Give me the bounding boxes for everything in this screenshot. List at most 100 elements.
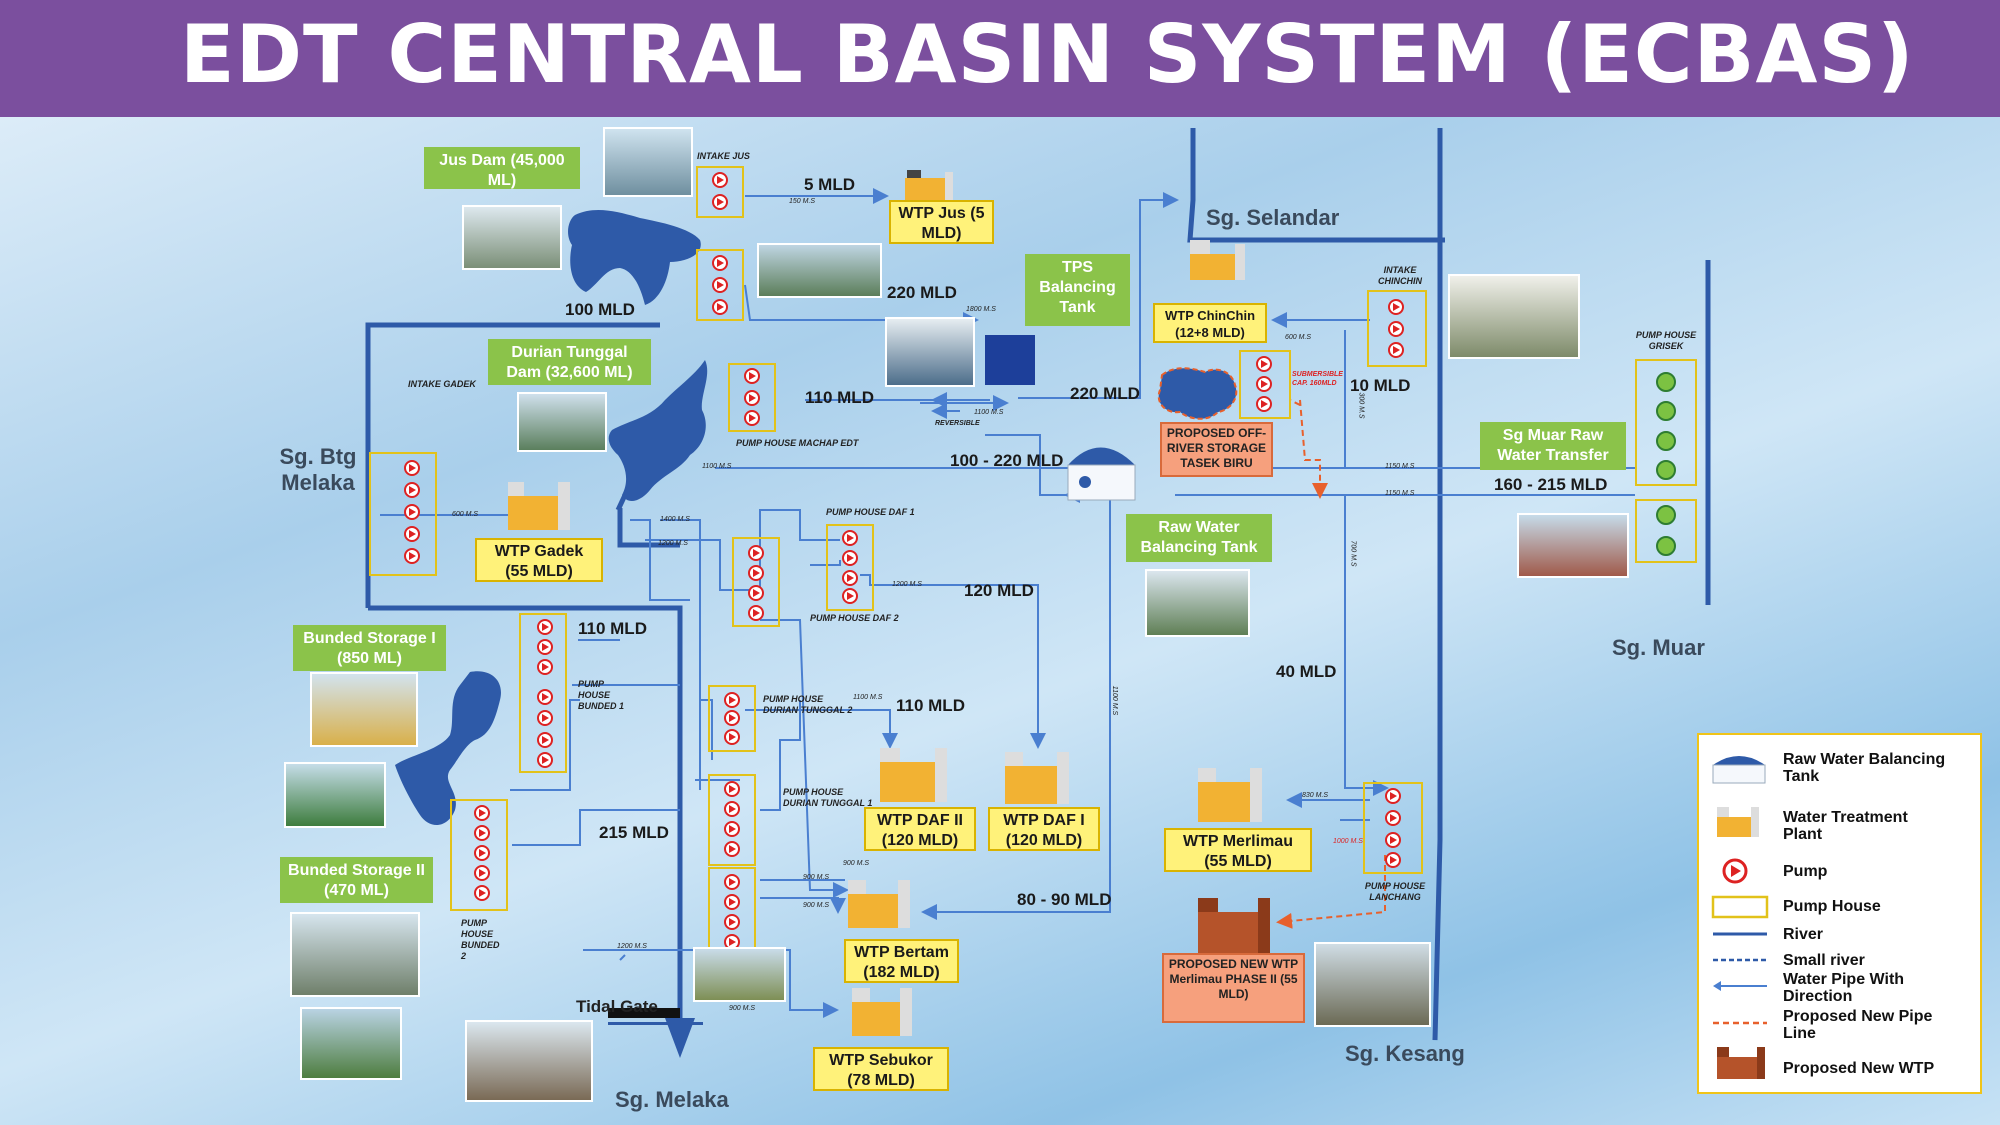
flow-220a: 220 MLD <box>887 283 957 302</box>
pipe-1150b: 1150 M.S <box>1385 490 1415 497</box>
label-intake-gadek: INTAKE GADEK <box>408 379 476 389</box>
box-wtp-chinchin: WTP ChinChin (12+8 MLD) <box>1153 303 1267 343</box>
pipes <box>380 188 1635 1018</box>
page-title: EDT CENTRAL BASIN SYSTEM (ECBAS) <box>180 8 1915 101</box>
label-ph-lanchang: PUMP HOUSE LANCHANG <box>1363 881 1427 903</box>
photo-kesang <box>1314 942 1431 1027</box>
label-ph-grisek-text: PUMP HOUSE GRISEK <box>1635 330 1697 351</box>
label-ph-daf2: PUMP HOUSE DAF 2 <box>810 613 899 623</box>
legend-proposed-wtp: Proposed New WTP <box>1783 1060 1935 1077</box>
label-ph-bunded1: PUMP HOUSE BUNDED 1 <box>578 679 638 712</box>
flow-110a: 110 MLD <box>805 388 874 407</box>
pipe-300: 300 M.S <box>1357 392 1365 419</box>
photo-jus-dam <box>462 205 562 270</box>
label-intake-chinchin-text: INTAKE CHINCHIN <box>1378 265 1422 286</box>
ph-jus-1 <box>696 166 744 218</box>
box-bunded1: Bunded Storage I (850 ML) <box>293 625 446 671</box>
box-muar-transfer: Sg Muar Raw Water Transfer <box>1480 422 1626 470</box>
photo-raw-tank <box>1145 569 1250 637</box>
flow-215: 215 MLD <box>599 823 669 842</box>
label-ph-grisek: PUMP HOUSE GRISEK <box>1634 330 1698 352</box>
label-sg-kesang: Sg. Kesang <box>1345 1041 1465 1066</box>
wtp-icons <box>508 170 1270 1036</box>
tidal-gate-line <box>608 1022 703 1025</box>
box-tps-tank: TPS Balancing Tank <box>1025 254 1130 326</box>
box-durian-dam: Durian Tunggal Dam (32,600 ML) <box>488 339 651 385</box>
photo-bunded1 <box>310 672 418 747</box>
label-sg-melaka: Sg. Melaka <box>615 1087 729 1112</box>
box-raw-tank: Raw Water Balancing Tank <box>1126 514 1272 562</box>
ph-bunded1 <box>519 613 567 773</box>
pipe-900a: 900 M.S <box>843 860 870 867</box>
raw-water-tank-icon <box>1067 447 1136 501</box>
pipe-1800: 1800 M.S <box>966 306 996 313</box>
bunded-storage-shape <box>395 671 501 826</box>
river-main <box>368 605 683 1045</box>
legend-proposed-pipe: Proposed New Pipe Line <box>1783 1008 1933 1042</box>
river-kesang <box>1432 128 1443 1041</box>
header-bar: EDT CENTRAL BASIN SYSTEM (ECBAS) <box>0 0 2000 117</box>
pipe-600a: 600 M.S <box>452 511 479 518</box>
box-jus-dam: Jus Dam (45,000 ML) <box>424 147 580 189</box>
box-wtp-gadek: WTP Gadek (55 MLD) <box>475 538 603 582</box>
pipe-1100d: 1100 M.S <box>853 694 883 701</box>
box-wtp-bertam: WTP Bertam (182 MLD) <box>844 939 959 983</box>
photo-tidal-gate <box>465 1020 593 1102</box>
flow-10: 10 MLD <box>1350 376 1411 395</box>
photo-chinchin <box>1448 274 1580 359</box>
legend-river: River <box>1783 926 1824 943</box>
legend-raw-tank: Raw Water Balancing Tank <box>1783 751 1946 785</box>
flow-100-220: 100 - 220 MLD <box>950 451 1064 470</box>
label-submersible-text: SUBMERSIBLE CAP. 160MLD <box>1292 371 1343 387</box>
label-sg-btg-melaka-text: Sg. Btg Melaka <box>279 444 357 495</box>
flow-100: 100 MLD <box>565 300 635 319</box>
label-ph-bunded2: PUMP HOUSE BUNDED 2 <box>461 918 500 962</box>
pipe-900c: 900 M.S <box>803 902 830 909</box>
ph-chinchin <box>1367 290 1427 367</box>
ph-tasek <box>1239 350 1291 419</box>
durian-dam-shape <box>608 360 708 502</box>
pipe-1150a: 1150 M.S <box>1385 463 1415 470</box>
tasek-biru-shape <box>1157 367 1238 420</box>
label-sg-selandar: Sg. Selandar <box>1206 205 1340 230</box>
pipe-830: 830 M.S <box>1302 792 1329 799</box>
photo-grisek <box>1517 513 1629 578</box>
label-ph-machap: PUMP HOUSE MACHAP EDT <box>736 438 859 448</box>
photo-bunded2b <box>300 1007 402 1080</box>
ph-machap <box>728 363 776 432</box>
proposed-pipes <box>1276 399 1386 929</box>
flow-110b: 110 MLD <box>578 619 647 638</box>
legend-pipe: Water Pipe With Direction <box>1783 971 1905 1005</box>
network-diagram <box>365 128 1711 1058</box>
diagram-canvas: Sg. Selandar Sg. Btg Melaka Sg. Muar Sg.… <box>0 117 2000 1125</box>
photo-jus-intake <box>603 127 693 197</box>
river-selandar <box>1187 128 1445 243</box>
pipe-1100b: 1100 M.S <box>702 463 732 470</box>
flow-80-90: 80 - 90 MLD <box>1017 890 1112 909</box>
label-ph-dt2: PUMP HOUSE DURIAN TUNGGAL 2 <box>763 694 853 716</box>
tidal-gate-bar <box>608 1008 680 1018</box>
legend-wtp: Water Treatment Plant <box>1783 809 1908 843</box>
label-tidal-gate: Tidal Gate <box>576 997 658 1016</box>
label-intake-jus: INTAKE JUS <box>697 151 750 161</box>
flow-220b: 220 MLD <box>1070 384 1140 403</box>
pipe-900d: 900 M.S <box>729 1005 756 1012</box>
tps-tank-icon <box>985 335 1035 385</box>
photo-bunded1b <box>284 762 386 828</box>
pipe-150: 150 M.S <box>789 198 816 205</box>
ph-dt2 <box>708 685 756 752</box>
photo-bunded2 <box>290 912 420 997</box>
ph-daf1 <box>826 524 874 611</box>
label-ph-bunded2-text: PUMP HOUSE BUNDED 2 <box>461 918 500 961</box>
flow-5: 5 MLD <box>804 175 855 194</box>
ph-daf2 <box>732 537 780 627</box>
box-wtp-jus: WTP Jus (5 MLD) <box>889 200 994 244</box>
ph-lanchang <box>1363 782 1423 874</box>
photo-durian <box>517 392 607 452</box>
river-btg-melaka <box>365 322 660 608</box>
pipe-900b: 900 M.S <box>803 874 830 881</box>
label-ph-dt2-text: PUMP HOUSE DURIAN TUNGGAL 2 <box>763 694 853 715</box>
label-ph-daf1: PUMP HOUSE DAF 1 <box>826 507 915 517</box>
legend-pump: Pump <box>1783 863 1828 880</box>
pipe-700: 700 M.S <box>1349 540 1357 567</box>
